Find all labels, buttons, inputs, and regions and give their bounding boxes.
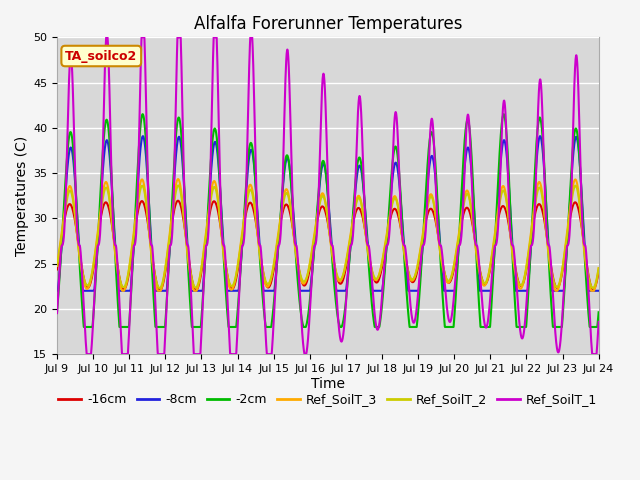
-8cm (204, 211, 212, 217)
Ref_SoilT_2 (175, 182, 182, 188)
-8cm (543, 221, 551, 227)
Ref_SoilT_3 (381, 243, 388, 249)
Ref_SoilT_2 (205, 215, 212, 221)
Ref_SoilT_1 (381, 258, 388, 264)
-2cm (381, 268, 388, 274)
Line: -8cm: -8cm (57, 136, 598, 291)
-16cm (543, 238, 551, 244)
-16cm (174, 198, 182, 204)
-2cm (595, 310, 602, 315)
Ref_SoilT_2 (589, 285, 596, 291)
Line: Ref_SoilT_2: Ref_SoilT_2 (57, 185, 598, 288)
Line: Ref_SoilT_3: Ref_SoilT_3 (57, 179, 598, 291)
-2cm (80, 324, 88, 330)
-2cm (53, 310, 61, 315)
-8cm (536, 133, 544, 139)
Legend: -16cm, -8cm, -2cm, Ref_SoilT_3, Ref_SoilT_2, Ref_SoilT_1: -16cm, -8cm, -2cm, Ref_SoilT_3, Ref_Soil… (54, 388, 602, 411)
Ref_SoilT_2 (543, 238, 551, 244)
-8cm (595, 288, 602, 294)
Ref_SoilT_3 (205, 209, 212, 215)
Ref_SoilT_2 (169, 208, 177, 214)
-16cm (170, 213, 177, 218)
-8cm (169, 195, 177, 201)
-2cm (543, 230, 551, 236)
Ref_SoilT_1 (102, 35, 110, 40)
Ref_SoilT_2 (595, 266, 602, 272)
Ref_SoilT_1 (390, 121, 398, 127)
-8cm (53, 288, 61, 294)
Ref_SoilT_3 (118, 288, 126, 294)
-16cm (381, 248, 388, 253)
-16cm (205, 217, 212, 223)
X-axis label: Time: Time (311, 377, 345, 391)
Ref_SoilT_1 (595, 319, 602, 325)
Ref_SoilT_3 (170, 201, 177, 207)
Ref_SoilT_1 (83, 351, 91, 357)
-2cm (595, 311, 602, 317)
Line: -16cm: -16cm (57, 201, 598, 290)
Ref_SoilT_1 (543, 239, 551, 244)
Title: Alfalfa Forerunner Temperatures: Alfalfa Forerunner Temperatures (193, 15, 462, 33)
-2cm (170, 175, 177, 181)
-8cm (381, 267, 388, 273)
Ref_SoilT_3 (53, 262, 61, 268)
Ref_SoilT_3 (174, 176, 182, 182)
-16cm (595, 269, 602, 275)
Ref_SoilT_1 (53, 310, 61, 316)
-2cm (139, 111, 147, 117)
Line: Ref_SoilT_1: Ref_SoilT_1 (57, 37, 598, 354)
Ref_SoilT_1 (170, 204, 177, 210)
-16cm (156, 288, 164, 293)
Ref_SoilT_1 (595, 322, 602, 327)
Text: TA_soilco2: TA_soilco2 (65, 49, 138, 62)
Y-axis label: Temperatures (C): Temperatures (C) (15, 136, 29, 256)
Line: -2cm: -2cm (57, 114, 598, 327)
-2cm (205, 196, 212, 202)
Ref_SoilT_3 (543, 242, 551, 248)
Ref_SoilT_2 (53, 263, 61, 269)
Ref_SoilT_2 (390, 196, 398, 202)
-8cm (595, 288, 602, 294)
Ref_SoilT_2 (595, 265, 602, 271)
Ref_SoilT_2 (381, 246, 388, 252)
Ref_SoilT_3 (595, 266, 602, 272)
Ref_SoilT_1 (205, 227, 212, 232)
-16cm (595, 268, 602, 274)
Ref_SoilT_3 (595, 265, 602, 271)
-16cm (53, 266, 61, 272)
-8cm (390, 165, 398, 170)
Ref_SoilT_3 (390, 193, 398, 199)
-2cm (390, 146, 398, 152)
-16cm (390, 206, 398, 212)
